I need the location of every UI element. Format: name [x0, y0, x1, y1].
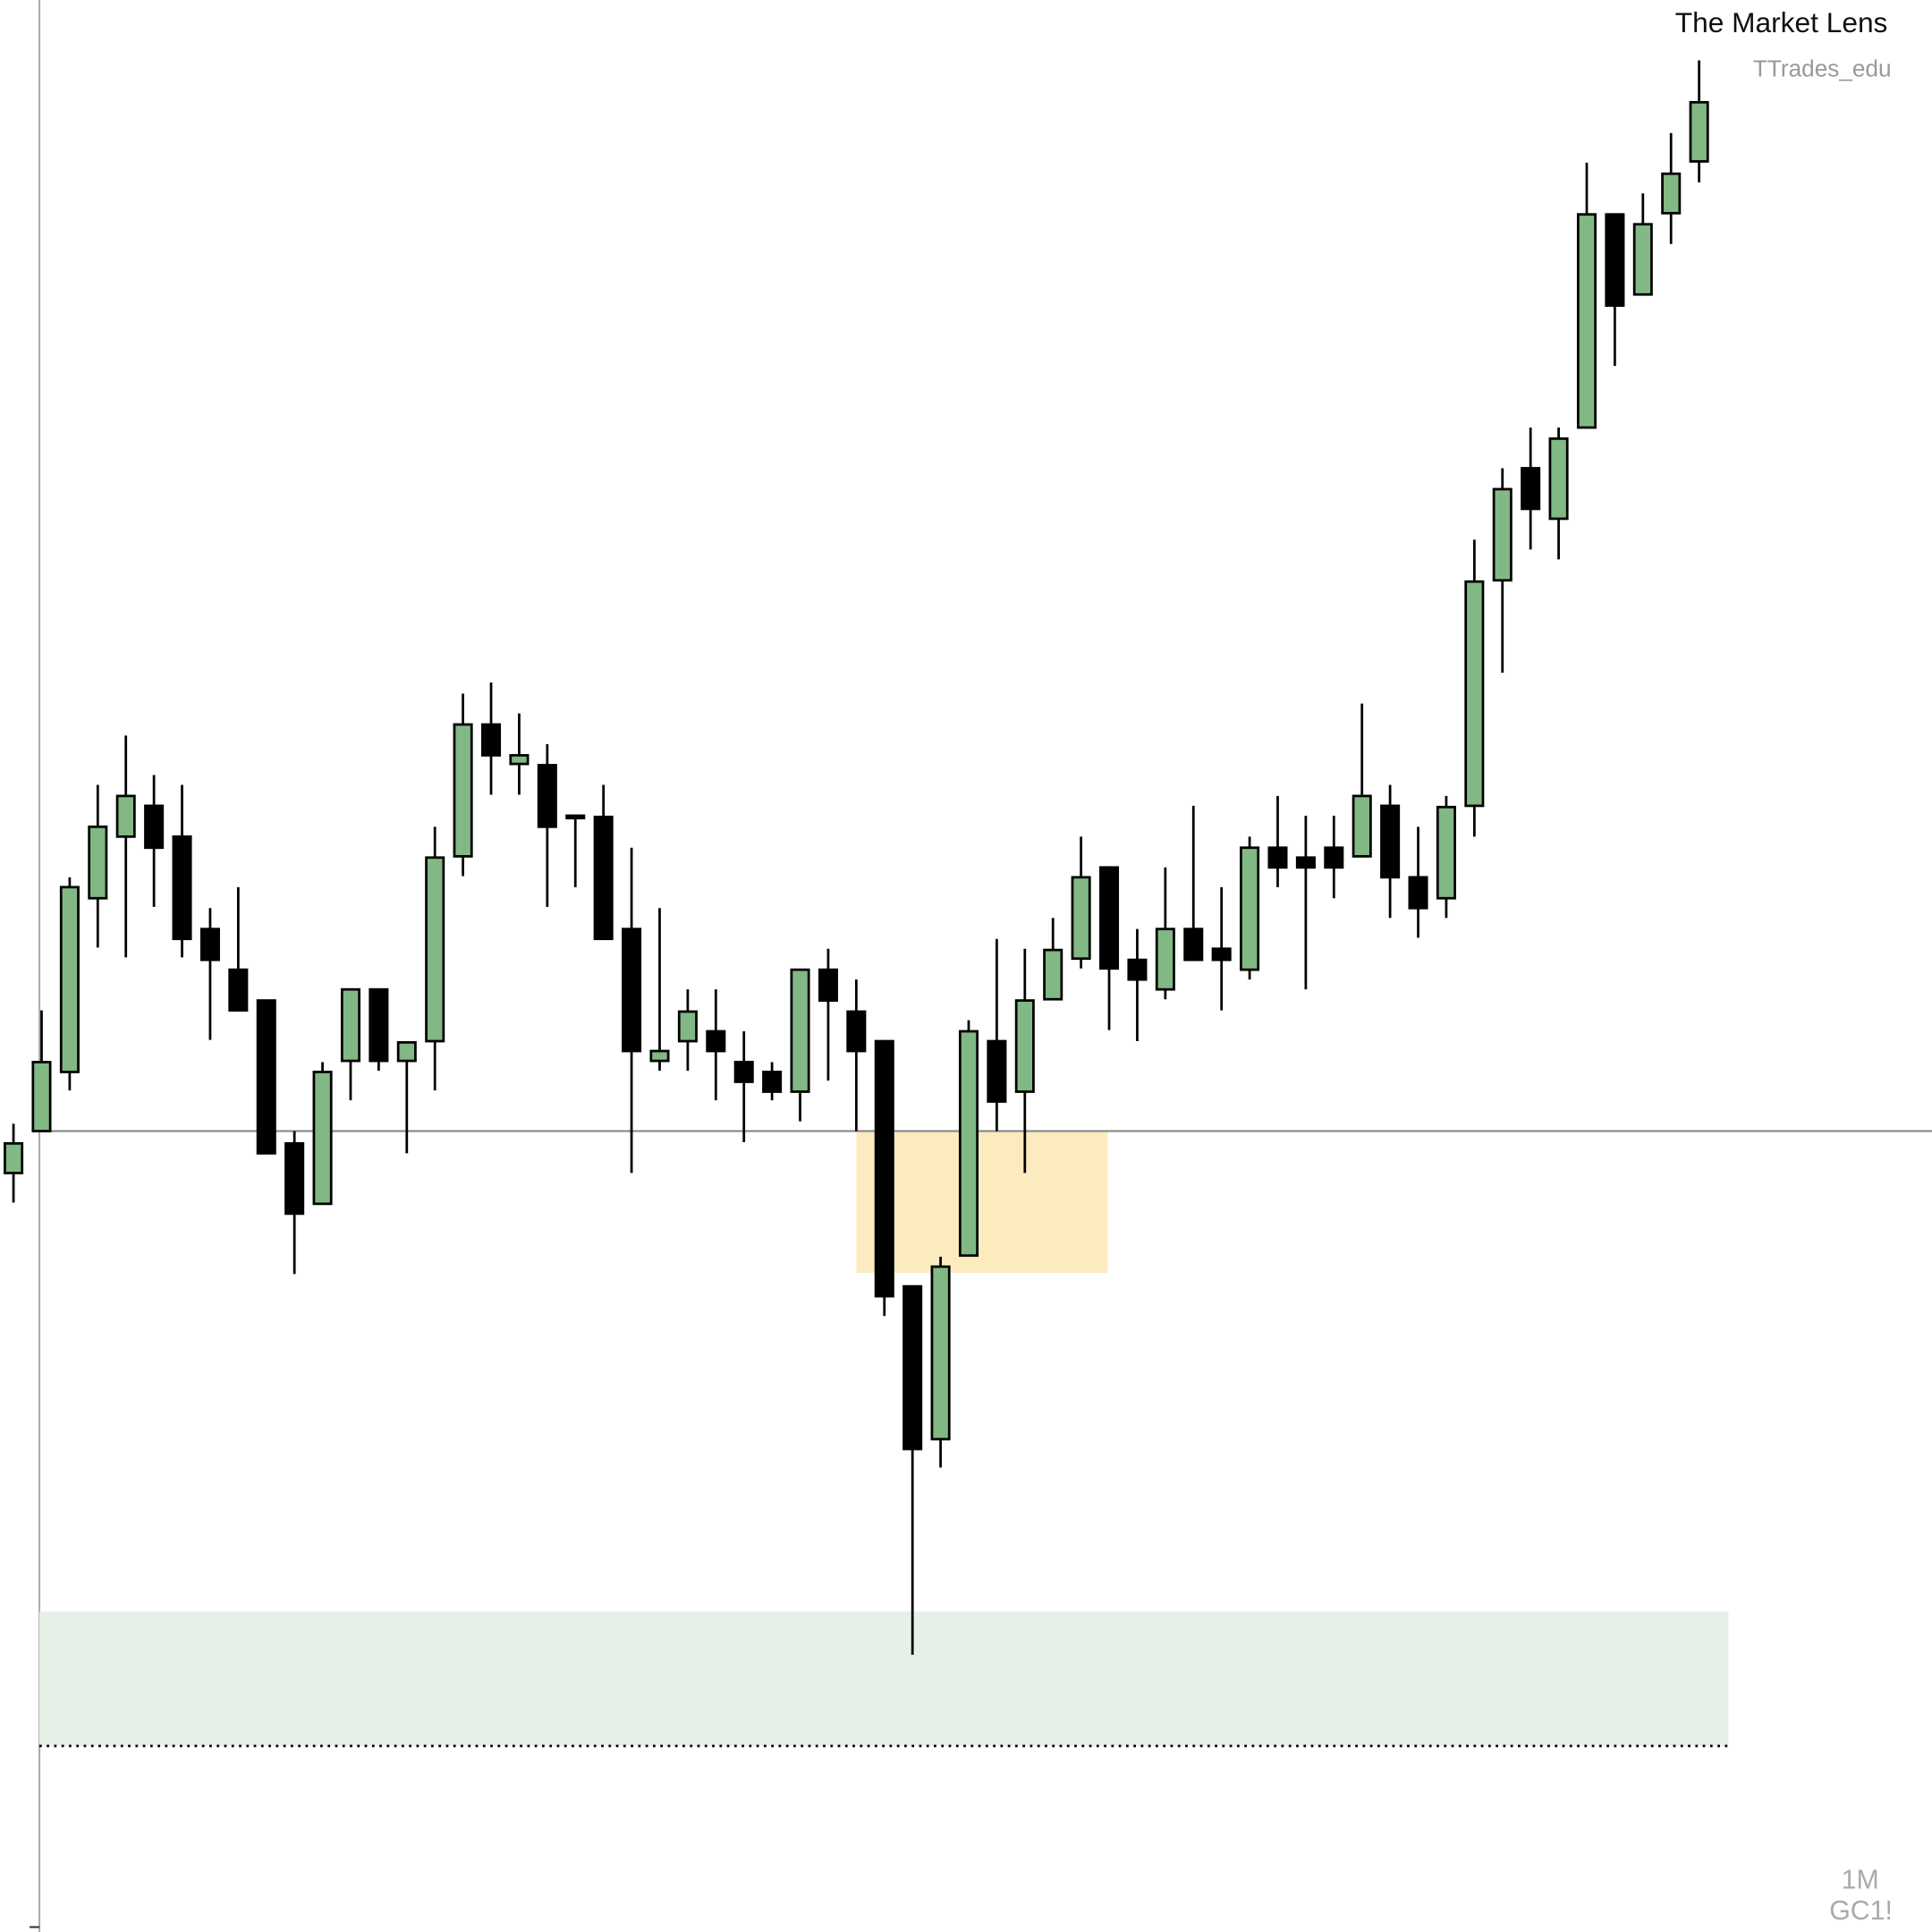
candle-up: [1576, 213, 1597, 429]
candle-up: [31, 1061, 52, 1132]
candle-up: [1352, 794, 1372, 858]
candle-up: [88, 825, 108, 900]
candle-down: [818, 968, 838, 1002]
candle-down: [987, 1039, 1007, 1103]
candle-up: [649, 1049, 670, 1063]
candle-down: [1211, 947, 1232, 962]
candle-down: [199, 928, 220, 962]
zone: [38, 1611, 1729, 1746]
candle-down: [902, 1284, 923, 1451]
candle-up: [1014, 999, 1035, 1093]
candle-up: [1632, 223, 1653, 296]
candle-down: [1605, 213, 1625, 308]
candle-up: [509, 754, 530, 766]
candle-down: [144, 804, 165, 850]
candle-down: [1099, 866, 1120, 970]
candle-up: [312, 1071, 333, 1206]
candle-up: [425, 856, 445, 1043]
candle-up: [1071, 876, 1091, 961]
subtitle: TTrades_edu: [1753, 55, 1892, 81]
candle-up: [115, 794, 136, 838]
candle-down: [537, 764, 557, 828]
candle-down: [733, 1061, 754, 1083]
candle-down: [874, 1039, 894, 1298]
candle-down: [565, 814, 586, 820]
candle-up: [59, 886, 80, 1073]
candle-up: [4, 1141, 24, 1174]
candle-down: [1267, 846, 1288, 869]
candle-down: [1183, 928, 1204, 962]
candle-down: [1127, 958, 1148, 981]
candle-up: [1436, 805, 1456, 900]
candle-down: [228, 968, 249, 1012]
candle-down: [1380, 804, 1401, 879]
plot: [4, 60, 1932, 1748]
candle-down: [1521, 467, 1541, 511]
candle-up: [1240, 846, 1260, 971]
candle-up: [1548, 437, 1569, 521]
candle-down: [481, 723, 502, 757]
candle-up: [958, 1030, 979, 1258]
candle-up: [1464, 580, 1485, 808]
candle-down: [846, 1010, 867, 1053]
candle-up: [790, 968, 810, 1093]
symbol-label: GC1!: [1829, 1896, 1893, 1926]
candle-up: [1661, 172, 1682, 215]
candle-up: [930, 1265, 951, 1441]
candle-down: [762, 1071, 783, 1093]
candle-up: [1689, 100, 1709, 163]
chart-title: The Market Lens: [1675, 6, 1888, 38]
candle-up: [1043, 948, 1063, 1001]
candle-up: [396, 1041, 417, 1063]
candle-up: [1492, 487, 1513, 582]
candle-up: [340, 987, 361, 1063]
candle-up: [677, 1010, 698, 1043]
candle-down: [369, 987, 389, 1063]
candle-down: [172, 835, 192, 941]
candle-down: [622, 928, 642, 1053]
candle-down: [284, 1141, 305, 1216]
candle-down: [1295, 856, 1316, 869]
candle-down: [256, 999, 276, 1155]
interval-label: 1M: [1842, 1866, 1879, 1895]
candle-up: [1155, 928, 1175, 991]
candle-down: [1324, 846, 1344, 869]
zone: [856, 1131, 1108, 1274]
candle-down: [706, 1030, 726, 1053]
candle-up: [453, 723, 473, 858]
candle-down: [593, 815, 614, 941]
candle-down: [1408, 876, 1428, 910]
